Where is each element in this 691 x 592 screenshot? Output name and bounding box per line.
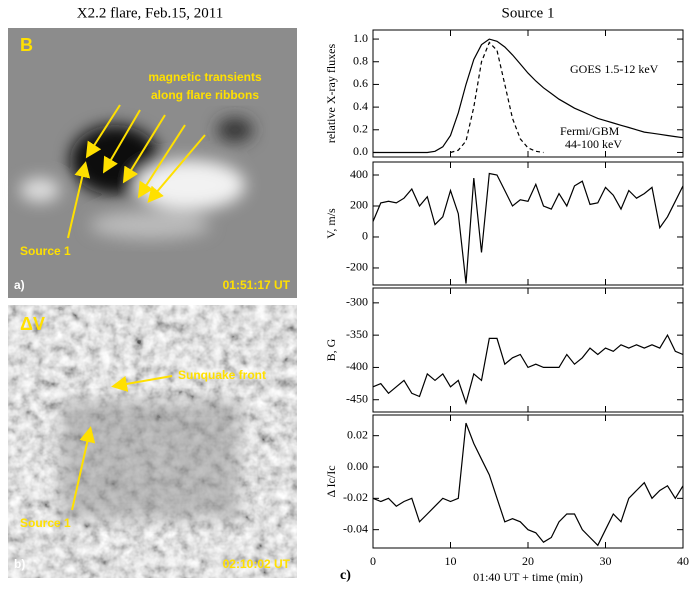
- y-tick-label: 0.2: [353, 122, 368, 136]
- series-line: [451, 43, 544, 153]
- x-tick-label: 30: [600, 554, 612, 568]
- y-tick-label: -0.04: [343, 521, 368, 535]
- time-stamp: 01:51:17 UT: [223, 278, 291, 292]
- figure-title: X2.2 flare, Feb.15, 2011: [77, 5, 224, 21]
- panel-label: c): [340, 568, 351, 583]
- series-line: [373, 39, 683, 152]
- y-tick-label: 0.02: [347, 427, 368, 441]
- y-tick-label: 0.0: [353, 144, 368, 158]
- annotation: Source 1: [20, 516, 71, 530]
- y-tick-label: 400: [350, 167, 368, 181]
- x-tick-label: 40: [677, 554, 689, 568]
- x-tick-label: 20: [522, 554, 534, 568]
- annotation: Sunquake front: [178, 368, 266, 382]
- y-tick-label: -400: [346, 359, 368, 373]
- y-tick-label: 0.00: [347, 459, 368, 473]
- series-line: [373, 335, 683, 403]
- y-axis-label: Δ Ic/Ic: [324, 465, 338, 497]
- annotation: GOES 1.5-12 keV: [570, 62, 659, 76]
- y-axis-label: B, G: [324, 338, 338, 361]
- series-line: [373, 174, 683, 284]
- x-tick-label: 10: [445, 554, 457, 568]
- time-stamp: 02:10:02 UT: [223, 557, 291, 571]
- x-axis-label: 01:40 UT + time (min): [473, 570, 583, 584]
- y-tick-label: 1.0: [353, 31, 368, 45]
- y-tick-label: 0.8: [353, 54, 368, 68]
- y-axis-label: V, m/s: [324, 208, 338, 239]
- plot-frame: [373, 415, 683, 548]
- y-tick-label: -200: [346, 260, 368, 274]
- panel-label: a): [14, 278, 25, 292]
- plot-frame: [373, 162, 683, 285]
- x-tick-label: 0: [370, 554, 376, 568]
- y-tick-label: -300: [346, 295, 368, 309]
- annotation: 44-100 keV: [565, 137, 622, 151]
- y-tick-label: 0.6: [353, 76, 368, 90]
- annotation: magnetic transients: [148, 70, 262, 84]
- y-tick-label: 0.4: [353, 99, 368, 113]
- figure: X2.2 flare, Feb.15, 2011 B magnetic tran…: [0, 0, 691, 587]
- plot-frame: [373, 288, 683, 412]
- annotation: along flare ribbons: [151, 88, 259, 102]
- y-axis-label: relative X-ray fluxes: [324, 44, 338, 144]
- y-tick-label: -0.02: [343, 490, 368, 504]
- annotation: Fermi/GBM: [560, 124, 620, 138]
- panel-letter: B: [20, 35, 33, 55]
- y-tick-label: 200: [350, 198, 368, 212]
- panel-letter: ΔV: [20, 314, 45, 334]
- panel-b: ΔV Sunquake front Source 1 02:10:02 UT b…: [8, 305, 297, 578]
- panel-label: b): [14, 557, 25, 571]
- annotation: Source 1: [20, 244, 71, 258]
- plot-frame: [373, 30, 683, 157]
- y-tick-label: -450: [346, 391, 368, 405]
- panel-a: B magnetic transients along flare ribbon…: [8, 28, 297, 298]
- y-tick-label: -350: [346, 327, 368, 341]
- chart-title: Source 1: [502, 5, 555, 21]
- series-line: [373, 423, 683, 545]
- y-tick-label: 0: [362, 229, 368, 243]
